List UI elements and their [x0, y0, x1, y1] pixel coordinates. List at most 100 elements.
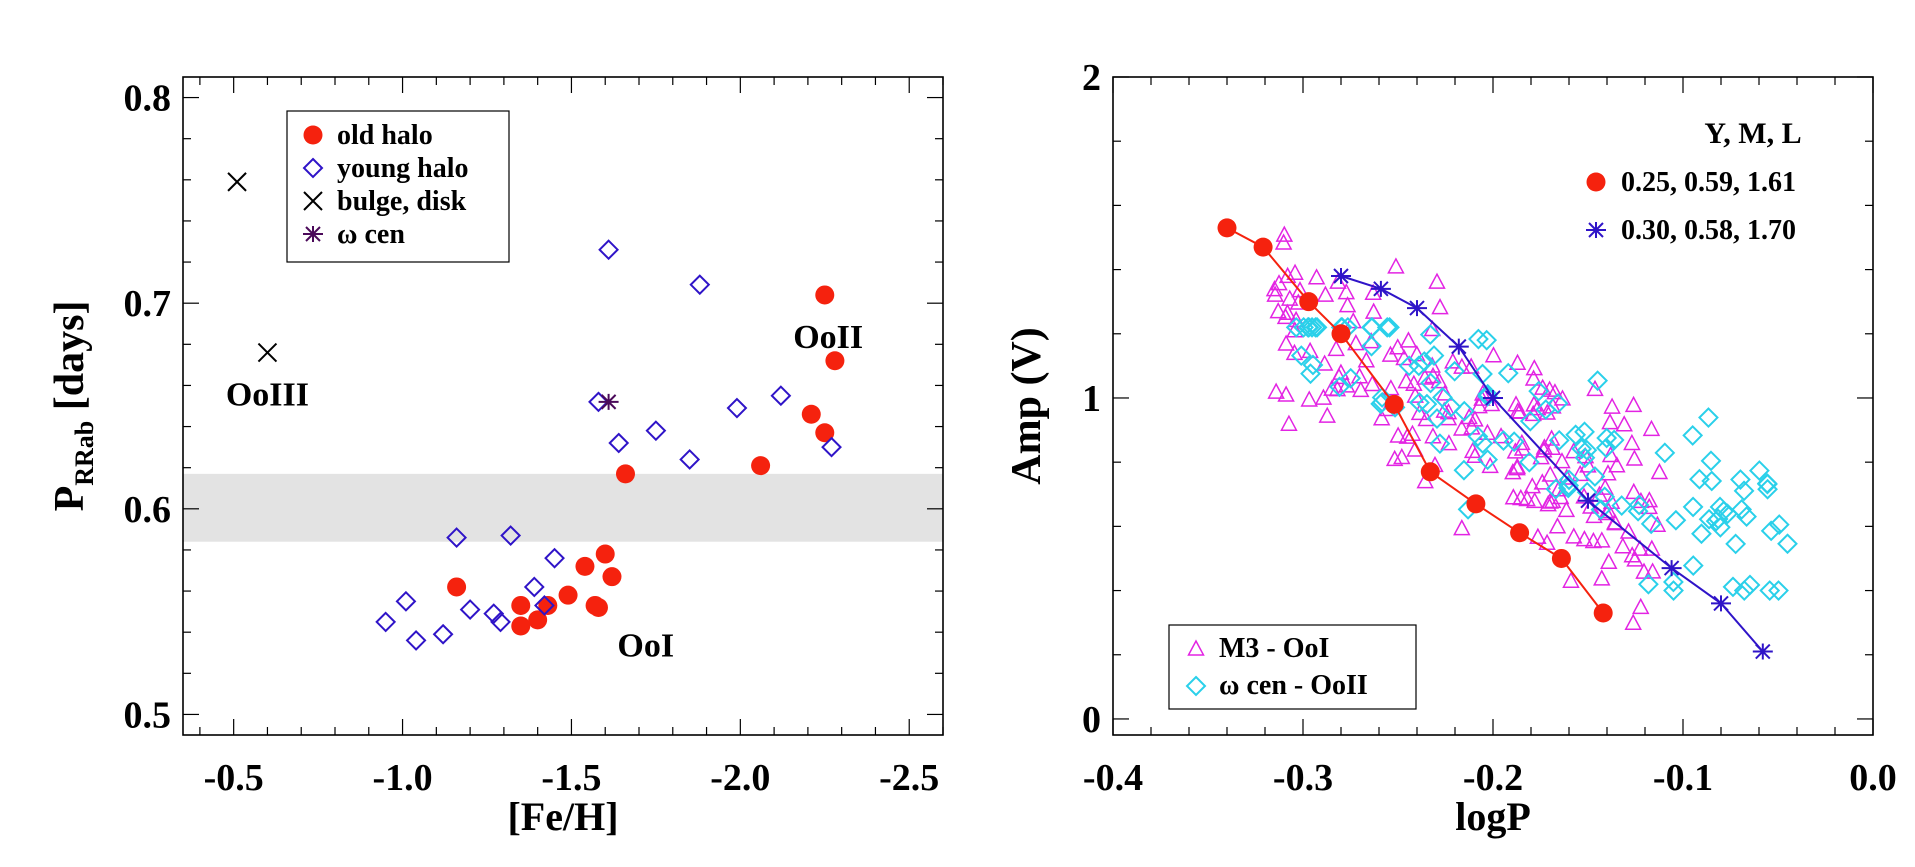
model-point-2: [1483, 389, 1503, 406]
legend-marker: [303, 191, 323, 211]
point-m3-ooi: [1453, 519, 1471, 536]
legend-marker: [1185, 675, 1207, 697]
point-m3-ooi: [1350, 367, 1369, 384]
point-omega-cen-ooii: [1306, 316, 1328, 338]
point-omega-cen-ooii: [1730, 469, 1751, 490]
point-young-halo: [446, 527, 468, 549]
point-omega-cen-ooii: [1300, 363, 1321, 385]
model-point-1: [1253, 237, 1273, 257]
point-m3-ooi: [1504, 488, 1523, 505]
point-m3-ooi: [1470, 397, 1488, 414]
point-omega-cen-ooii: [1701, 470, 1723, 492]
point-m3-ooi: [1399, 331, 1418, 348]
point-omega-cen-ooii: [1691, 523, 1712, 545]
legend-symbol-m3: [1187, 639, 1205, 656]
point-omega-cen-ooii: [1408, 355, 1430, 377]
point-m3-ooi: [1440, 434, 1458, 451]
model-point-2: [1407, 300, 1427, 317]
legend-label-old-halo: old halo: [337, 120, 433, 151]
point-m3-ooi: [1372, 409, 1391, 426]
gray-band: [183, 473, 943, 542]
model-point-1: [1384, 394, 1404, 414]
legend-symbol-model-2: [1586, 222, 1606, 238]
point-omega-cen-ooii: [1757, 473, 1778, 495]
point-young-halo: [821, 436, 842, 458]
point-m3-ooi: [1280, 414, 1298, 431]
left-xtick-label: -0.5: [204, 757, 264, 799]
point-m3-ooi: [1624, 613, 1642, 631]
point-m3-ooi: [1525, 395, 1543, 412]
point-omega-cen-ooii: [1519, 410, 1541, 432]
point-m3-ooi: [1544, 397, 1562, 414]
right-ytick-label: 2: [1082, 57, 1101, 99]
legend-marker: [303, 125, 323, 145]
point-m3-ooi: [1389, 426, 1407, 443]
point-m3-ooi: [1601, 413, 1619, 430]
model-point-2: [1752, 643, 1773, 660]
point-m3-ooi: [1509, 402, 1527, 419]
left-legend-box: [286, 110, 510, 263]
point-omega-cen-ooii: [1493, 430, 1514, 452]
point-omega-cen-ooii: [1329, 376, 1350, 398]
point-m3-ooi: [1593, 531, 1611, 548]
point-omega-cen-ooii: [1340, 367, 1362, 389]
point-m3-ooi: [1635, 562, 1653, 579]
point-omega-cen-ooii: [1429, 433, 1451, 455]
point-omega-cen-ooii: [1416, 393, 1438, 415]
point-omega-cen-ooii: [1477, 449, 1499, 471]
point-m3-ooi: [1466, 446, 1484, 464]
left-xtick-label: -1.0: [372, 757, 432, 799]
point-old-halo: [602, 567, 622, 587]
model-point-1: [1299, 292, 1319, 312]
point-m3-ooi: [1642, 419, 1661, 437]
point-omega-cen-ooii: [1305, 316, 1326, 338]
point-young-halo: [679, 449, 701, 470]
left-plot-frame: [182, 76, 944, 736]
point-omega-cen-ooii: [1733, 480, 1755, 502]
point-old-halo: [575, 556, 595, 576]
point-m3-ooi: [1280, 289, 1299, 306]
point-old-halo: [528, 610, 548, 630]
point-omega-cen-ooii: [1571, 438, 1593, 460]
point-m3-ooi: [1600, 552, 1618, 570]
left-y-axis-label: PRRab [days]: [47, 301, 99, 512]
point-m3-ooi: [1650, 462, 1669, 480]
point-omega-cen-ooii: [1453, 400, 1475, 422]
point-m3-ooi: [1599, 464, 1617, 481]
point-m3-ooi: [1513, 439, 1532, 456]
legend-marker: [1586, 222, 1606, 238]
point-m3-ooi: [1631, 539, 1649, 556]
point-m3-ooi: [1444, 352, 1462, 369]
point-omega-cen-ooii: [1476, 329, 1498, 351]
point-m3-ooi: [1541, 465, 1559, 482]
point-omega-cen-ooii: [1768, 514, 1790, 535]
left-x-axis-label: [Fe/H]: [507, 794, 618, 839]
point-omega-cen-ooii: [1717, 503, 1738, 525]
point-old-halo: [815, 423, 835, 443]
point-m3-ooi: [1385, 449, 1404, 467]
right-x-axis-label: logP: [1455, 794, 1531, 839]
point-m3-ooi: [1601, 445, 1620, 463]
point-young-halo: [432, 623, 454, 645]
right-ytick-label: 0: [1082, 699, 1101, 741]
point-m3-ooi: [1300, 390, 1318, 407]
point-omega-cen-ooii: [1297, 316, 1319, 338]
point-omega-cen-ooii: [1584, 466, 1606, 487]
legend-symbol-old-halo: [303, 125, 323, 145]
data-legend-box: [1168, 624, 1417, 710]
point-omega-cen-ooii: [1768, 580, 1789, 601]
point-m3-ooi: [1508, 457, 1527, 474]
point-young-halo: [689, 274, 711, 296]
point-young-halo: [500, 525, 522, 546]
point-omega-cen-ooii: [1628, 494, 1650, 516]
right-tick-labels: -0.4 -0.3 -0.2 -0.1 0.0 0 1 2: [1082, 57, 1897, 799]
right-xtick-label: -0.4: [1083, 757, 1143, 799]
point-m3-ooi: [1625, 449, 1644, 466]
point-old-halo: [538, 595, 558, 615]
point-bulge-disk: [257, 342, 278, 363]
point-m3-ooi: [1481, 456, 1499, 474]
point-m3-ooi: [1619, 522, 1638, 539]
point-omega-cen-ooii: [1731, 499, 1753, 520]
